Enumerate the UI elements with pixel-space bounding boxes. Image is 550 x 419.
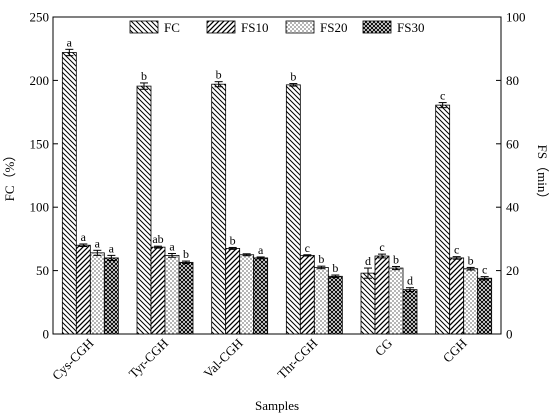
legend-label-fc: FC bbox=[164, 20, 180, 35]
right-tick-label-3: 60 bbox=[506, 136, 519, 151]
x-category-label-2: Val-CGH bbox=[200, 336, 245, 381]
x-category-labels: Cys-CGH Tyr-CGH Val-CGH Thr-CGH CG CGH bbox=[49, 329, 470, 383]
legend-label-fs20: FS20 bbox=[320, 20, 347, 35]
x-category-label-0: Cys-CGH bbox=[49, 336, 96, 383]
bar-fs30-1 bbox=[178, 261, 194, 335]
letter-fs10-5: c bbox=[454, 243, 459, 257]
bars bbox=[61, 52, 493, 335]
left-tick-label-5: 250 bbox=[30, 10, 50, 25]
bar-fs30-2 bbox=[253, 257, 269, 335]
letter-fs20-3: b bbox=[318, 252, 324, 266]
bar-fs20-5 bbox=[463, 268, 479, 335]
letter-fs30-4: d bbox=[407, 274, 413, 288]
letter-fs10-2: b bbox=[230, 233, 236, 247]
left-tick-label-4: 200 bbox=[30, 73, 50, 88]
legend-label-fs10: FS10 bbox=[241, 20, 268, 35]
right-tick-label-2: 40 bbox=[506, 200, 519, 215]
legend-swatch-fc bbox=[129, 20, 159, 34]
x-category-label-3: Thr-CGH bbox=[274, 336, 320, 382]
bar-fs30-5 bbox=[477, 277, 493, 335]
letter-fs20-0: a bbox=[95, 236, 101, 250]
right-axis-ticks: 0 20 40 60 80 100 bbox=[496, 10, 526, 342]
bar-fs20-4 bbox=[388, 267, 404, 335]
right-tick-label-1: 20 bbox=[506, 263, 519, 278]
x-category-label-1: Tyr-CGH bbox=[126, 336, 172, 382]
legend-swatch-fs30 bbox=[362, 20, 392, 34]
letter-fc-3: b bbox=[290, 70, 296, 84]
plot-frame bbox=[52, 16, 502, 335]
bar-fs20-3 bbox=[313, 267, 329, 335]
letter-fs20-5: b bbox=[468, 253, 474, 267]
right-tick-label-5: 100 bbox=[506, 10, 526, 25]
letter-fs10-4: c bbox=[379, 240, 384, 254]
letter-fs30-1: b bbox=[183, 247, 189, 261]
letter-fc-1: b bbox=[141, 69, 147, 83]
bar-fc-4 bbox=[360, 272, 376, 335]
bar-fc-1 bbox=[136, 85, 152, 335]
bar-fs20-1 bbox=[164, 254, 180, 335]
left-tick-label-3: 150 bbox=[30, 136, 50, 151]
left-tick-label-0: 0 bbox=[43, 327, 50, 342]
bar-fs10-1 bbox=[150, 246, 166, 335]
letter-fs20-1: a bbox=[169, 239, 175, 253]
letter-fc-5: c bbox=[440, 89, 445, 103]
legend-label-fs30: FS30 bbox=[397, 20, 424, 35]
bar-fs30-0 bbox=[103, 257, 119, 335]
left-tick-label-2: 100 bbox=[30, 200, 50, 215]
bar-fc-0 bbox=[61, 52, 77, 335]
legend-swatch-fs20 bbox=[285, 20, 315, 34]
letter-fc-4: d bbox=[365, 254, 371, 268]
letter-fs30-5: c bbox=[482, 263, 487, 277]
bar-fs30-3 bbox=[327, 275, 343, 335]
letter-fc-0: a bbox=[67, 35, 73, 49]
bar-fs10-5 bbox=[449, 257, 465, 335]
letter-fs30-3: b bbox=[332, 261, 338, 275]
legend-swatch-fs10 bbox=[206, 20, 236, 34]
bar-fs30-4 bbox=[402, 289, 418, 335]
bar-fs10-0 bbox=[75, 244, 91, 335]
letter-fs10-1: ab bbox=[152, 232, 163, 246]
left-axis-ticks: 0 50 100 150 200 250 bbox=[30, 10, 58, 342]
letter-fs30-2: a bbox=[258, 243, 264, 257]
right-tick-label-0: 0 bbox=[506, 327, 513, 342]
bar-fs20-0 bbox=[89, 252, 105, 335]
letter-fc-2: b bbox=[216, 68, 222, 82]
y-axis-label-left: FC（%） bbox=[2, 149, 17, 202]
letter-fs20-4: b bbox=[393, 252, 399, 266]
left-tick-label-1: 50 bbox=[36, 263, 49, 278]
x-category-label-4: CG bbox=[372, 336, 395, 359]
bar-fs10-4 bbox=[374, 255, 390, 335]
right-tick-label-4: 80 bbox=[506, 73, 519, 88]
letter-fs30-0: a bbox=[109, 241, 115, 255]
bar-fs10-2 bbox=[225, 248, 241, 335]
bar-fc-2 bbox=[211, 83, 227, 335]
x-axis-label: Samples bbox=[255, 398, 299, 413]
letter-fs10-3: c bbox=[305, 241, 310, 255]
bar-fc-3 bbox=[285, 84, 301, 335]
error-bars bbox=[65, 48, 489, 293]
letter-fs10-0: a bbox=[81, 230, 87, 244]
y-axis-label-right: FS（min） bbox=[535, 145, 550, 206]
bar-fc-5 bbox=[435, 104, 451, 335]
bar-fs10-3 bbox=[299, 254, 315, 335]
legend: FC FS10 FS20 FS30 bbox=[129, 20, 424, 35]
bar-fs20-2 bbox=[239, 254, 255, 335]
x-category-label-5: CGH bbox=[440, 336, 470, 366]
